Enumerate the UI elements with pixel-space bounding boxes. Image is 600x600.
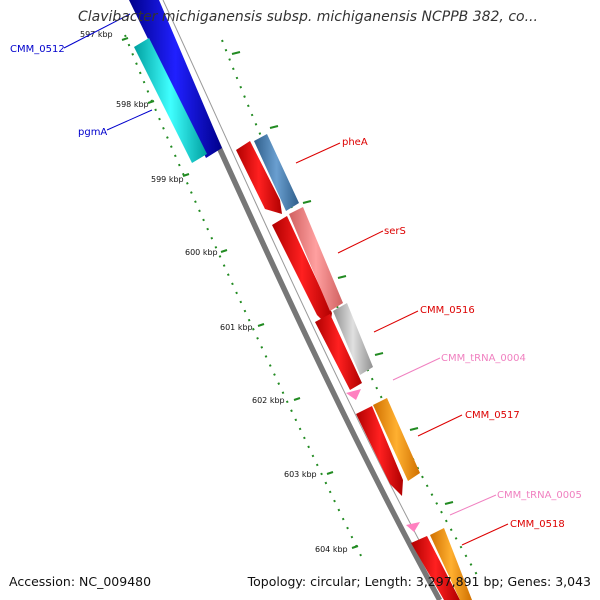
gene-label-cmm-0517[interactable]: CMM_0517 [465, 410, 520, 421]
inner-scale-track [124, 34, 364, 561]
gene-cmm-0517-arrow[interactable] [356, 406, 403, 496]
gene-cmm-trna-0005[interactable] [406, 522, 420, 532]
gene-phea-arrow[interactable] [236, 141, 282, 214]
gene-cmm-0518-arrow[interactable] [411, 536, 460, 600]
tick-label: 603 kbp [284, 470, 317, 479]
gene-cmm-0518-part2[interactable] [430, 528, 472, 600]
tick-label: 597 kbp [80, 30, 113, 39]
tick-label: 598 kbp [116, 100, 149, 109]
tick-label: 600 kbp [185, 248, 218, 257]
gene-cmm-0516-part2[interactable] [333, 303, 373, 375]
gene-label-phea[interactable]: pheA [342, 137, 368, 148]
gene-phea-part2[interactable] [254, 134, 299, 211]
gene-sers-arrow[interactable] [272, 216, 332, 328]
gene-sers-part2[interactable] [289, 207, 343, 311]
gene-label-cmm-0512[interactable]: CMM_0512 [10, 44, 65, 55]
gene-label-pgma[interactable]: pgmA [78, 127, 107, 138]
tick-label: 599 kbp [151, 175, 184, 184]
tick-labels: 597 kbp 598 kbp 599 kbp 600 kbp 601 kbp … [80, 30, 348, 554]
gene-label-sers[interactable]: serS [384, 226, 406, 237]
accession-text: Accession: NC_009480 [9, 574, 152, 589]
gene-cmm-0517-part2[interactable] [373, 398, 420, 481]
gene-cmm-0512-arrow[interactable] [129, 0, 222, 158]
gene-labels: CMM_0512 pgmA pheA serS CMM_0516 CMM_tRN… [10, 44, 582, 530]
topology-text: Topology: circular; Length: 3,297,891 bp… [247, 574, 591, 589]
gene-label-cmm-0518[interactable]: CMM_0518 [510, 519, 565, 530]
gene-label-cmm-trna-0004[interactable]: CMM_tRNA_0004 [441, 353, 526, 364]
gene-label-cmm-trna-0005[interactable]: CMM_tRNA_0005 [497, 490, 582, 501]
gene-cmm-0516-arrow[interactable] [315, 314, 362, 390]
gene-pgma-arrow[interactable] [134, 38, 207, 163]
map-title: Clavibacter michiganensis subsp. michiga… [78, 9, 538, 25]
gene-label-cmm-0516[interactable]: CMM_0516 [420, 305, 475, 316]
gene-features [129, 0, 472, 600]
major-ticks [121, 37, 454, 549]
label-leaders [63, 13, 509, 546]
tick-label: 602 kbp [252, 396, 285, 405]
genome-backbone-inner [155, 0, 449, 600]
tick-label: 604 kbp [315, 545, 348, 554]
tick-label: 601 kbp [220, 323, 253, 332]
gene-cmm-trna-0004[interactable] [346, 389, 361, 400]
